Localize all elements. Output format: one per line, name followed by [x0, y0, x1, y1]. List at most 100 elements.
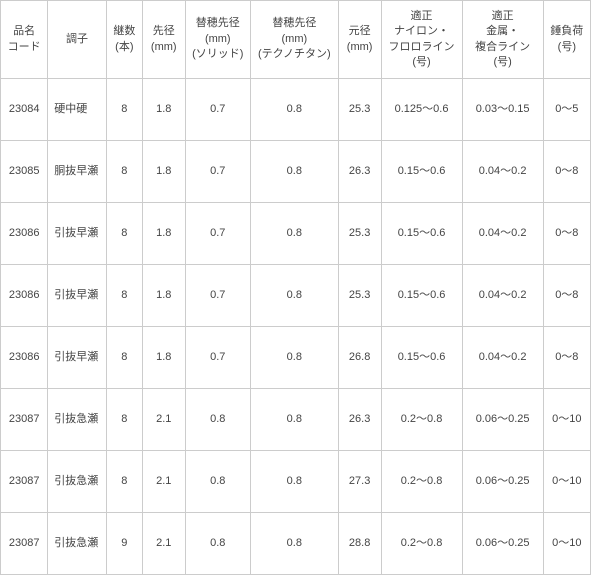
header-base: 元径(mm)	[338, 1, 381, 79]
table-row: 23086引抜早瀬81.80.70.825.30.15～0.60.04～0.20…	[1, 265, 591, 327]
table-cell: 胴抜早瀬	[48, 141, 107, 203]
table-cell: 0.7	[185, 141, 250, 203]
header-row: 品名コード 調子 継数(本) 先径(mm) 替穂先径(mm)(ソリッド) 替穂先…	[1, 1, 591, 79]
table-cell: 25.3	[338, 265, 381, 327]
table-cell: 25.3	[338, 203, 381, 265]
table-cell: 0～8	[543, 327, 590, 389]
table-cell: 23086	[1, 265, 48, 327]
table-cell: 8	[106, 203, 142, 265]
table-row: 23085胴抜早瀬81.80.70.826.30.15～0.60.04～0.20…	[1, 141, 591, 203]
table-cell: 0.8	[185, 389, 250, 451]
table-row: 23087引抜急瀬82.10.80.826.30.2～0.80.06～0.250…	[1, 389, 591, 451]
table-cell: 0～5	[543, 79, 590, 141]
table-cell: 8	[106, 265, 142, 327]
table-cell: 2.1	[142, 513, 185, 575]
table-cell: 9	[106, 513, 142, 575]
table-cell: 0.2～0.8	[381, 389, 462, 451]
table-cell: 硬中硬	[48, 79, 107, 141]
table-cell: 0.06～0.25	[462, 451, 543, 513]
table-cell: 0.7	[185, 265, 250, 327]
table-cell: 0.8	[185, 513, 250, 575]
table-cell: 0.2～0.8	[381, 451, 462, 513]
table-cell: 0.125～0.6	[381, 79, 462, 141]
table-row: 23086引抜早瀬81.80.70.825.30.15～0.60.04～0.20…	[1, 203, 591, 265]
table-cell: 26.3	[338, 389, 381, 451]
table-cell: 28.8	[338, 513, 381, 575]
table-cell: 0.8	[250, 79, 338, 141]
table-cell: 0.04～0.2	[462, 141, 543, 203]
table-cell: 0.15～0.6	[381, 327, 462, 389]
table-cell: 0.8	[185, 451, 250, 513]
table-cell: 0.8	[250, 327, 338, 389]
table-cell: 引抜早瀬	[48, 327, 107, 389]
table-cell: 8	[106, 451, 142, 513]
table-cell: 23086	[1, 203, 48, 265]
table-cell: 0.06～0.25	[462, 513, 543, 575]
table-cell: 0.06～0.25	[462, 389, 543, 451]
table-cell: 25.3	[338, 79, 381, 141]
table-cell: 26.8	[338, 327, 381, 389]
table-cell: 2.1	[142, 451, 185, 513]
table-cell: 0.7	[185, 203, 250, 265]
header-pieces: 継数(本)	[106, 1, 142, 79]
header-techno: 替穂先径(mm)(テクノチタン)	[250, 1, 338, 79]
table-cell: 23085	[1, 141, 48, 203]
table-cell: 23086	[1, 327, 48, 389]
table-cell: 0.7	[185, 327, 250, 389]
table-row: 23086引抜早瀬81.80.70.826.80.15～0.60.04～0.20…	[1, 327, 591, 389]
table-cell: 0.8	[250, 451, 338, 513]
table-cell: 26.3	[338, 141, 381, 203]
header-code: 品名コード	[1, 1, 48, 79]
table-cell: 23084	[1, 79, 48, 141]
header-solid: 替穂先径(mm)(ソリッド)	[185, 1, 250, 79]
table-cell: 0.2～0.8	[381, 513, 462, 575]
table-cell: 0.7	[185, 79, 250, 141]
table-cell: 0～10	[543, 389, 590, 451]
header-tip: 先径(mm)	[142, 1, 185, 79]
table-cell: 0.8	[250, 141, 338, 203]
table-cell: 0.03～0.15	[462, 79, 543, 141]
table-body: 23084硬中硬81.80.70.825.30.125～0.60.03～0.15…	[1, 79, 591, 575]
table-cell: 0～10	[543, 451, 590, 513]
table-cell: 0.15～0.6	[381, 265, 462, 327]
table-cell: 0.8	[250, 389, 338, 451]
table-cell: 2.1	[142, 389, 185, 451]
header-weight: 錘負荷(号)	[543, 1, 590, 79]
table-cell: 0.04～0.2	[462, 265, 543, 327]
table-cell: 0.04～0.2	[462, 327, 543, 389]
table-cell: 1.8	[142, 79, 185, 141]
table-cell: 0.8	[250, 203, 338, 265]
table-cell: 0.15～0.6	[381, 203, 462, 265]
table-cell: 27.3	[338, 451, 381, 513]
table-cell: 0～8	[543, 141, 590, 203]
table-cell: 8	[106, 79, 142, 141]
table-cell: 1.8	[142, 265, 185, 327]
table-cell: 引抜早瀬	[48, 203, 107, 265]
table-cell: 引抜早瀬	[48, 265, 107, 327]
table-cell: 0～10	[543, 513, 590, 575]
table-cell: 8	[106, 141, 142, 203]
header-nylon: 適正ナイロン・フロロライン(号)	[381, 1, 462, 79]
table-cell: 1.8	[142, 203, 185, 265]
table-cell: 8	[106, 327, 142, 389]
table-cell: 1.8	[142, 141, 185, 203]
table-row: 23084硬中硬81.80.70.825.30.125～0.60.03～0.15…	[1, 79, 591, 141]
table-cell: 1.8	[142, 327, 185, 389]
header-tone: 調子	[48, 1, 107, 79]
table-cell: 0.04～0.2	[462, 203, 543, 265]
table-row: 23087引抜急瀬92.10.80.828.80.2～0.80.06～0.250…	[1, 513, 591, 575]
header-metal: 適正金属・複合ライン(号)	[462, 1, 543, 79]
table-cell: 引抜急瀬	[48, 513, 107, 575]
table-cell: 8	[106, 389, 142, 451]
table-cell: 0.8	[250, 265, 338, 327]
table-cell: 23087	[1, 513, 48, 575]
table-cell: 23087	[1, 389, 48, 451]
table-cell: 0.8	[250, 513, 338, 575]
table-row: 23087引抜急瀬82.10.80.827.30.2～0.80.06～0.250…	[1, 451, 591, 513]
table-cell: 0.15～0.6	[381, 141, 462, 203]
table-cell: 引抜急瀬	[48, 389, 107, 451]
table-cell: 0～8	[543, 203, 590, 265]
table-cell: 0～8	[543, 265, 590, 327]
table-cell: 23087	[1, 451, 48, 513]
spec-table: 品名コード 調子 継数(本) 先径(mm) 替穂先径(mm)(ソリッド) 替穂先…	[0, 0, 591, 575]
